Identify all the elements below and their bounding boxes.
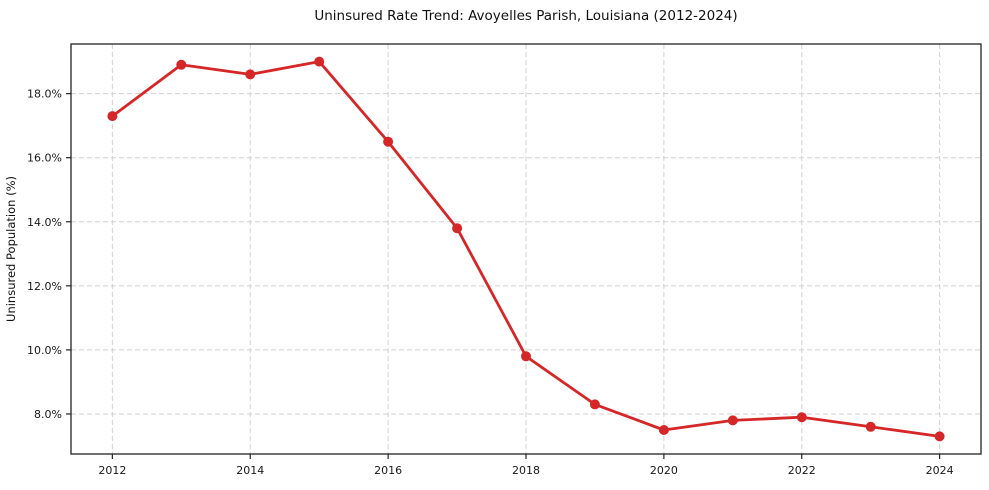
data-point-2012 xyxy=(107,111,118,122)
data-point-2019 xyxy=(589,399,600,410)
axes xyxy=(66,43,982,459)
data-point-2015 xyxy=(314,56,325,67)
x-tick-label-2020: 2020 xyxy=(650,464,678,477)
data-point-2014 xyxy=(245,69,256,80)
data-point-2020 xyxy=(658,425,669,435)
data-point-2022 xyxy=(796,412,807,423)
data-point-2018 xyxy=(521,351,531,362)
y-tick-label-14: 14.0% xyxy=(27,216,62,229)
x-tick-label-2014: 2014 xyxy=(236,464,264,477)
y-tick-label-18: 18.0% xyxy=(27,88,62,101)
data-point-2013 xyxy=(176,59,187,70)
data-point-2023 xyxy=(865,421,876,432)
x-tick-label-2024: 2024 xyxy=(926,464,954,477)
x-tick-label-2012: 2012 xyxy=(98,464,126,477)
data-point-2017 xyxy=(452,223,463,234)
y-axis-label: Uninsured Population (%) xyxy=(4,176,18,322)
tick-labels: 2012 2014 2016 2018 2020 2022 2024 8.0% 10.0% 12.… xyxy=(27,88,954,477)
data-point-2024 xyxy=(934,431,945,442)
chart-title: Uninsured Rate Trend: Avoyelles Parish, … xyxy=(314,8,737,24)
y-tick-label-8: 8.0% xyxy=(34,408,62,421)
data-point-2021 xyxy=(727,415,738,426)
x-tick-label-2016: 2016 xyxy=(374,464,402,477)
series-uninsured-rate xyxy=(107,56,945,442)
gridlines xyxy=(71,44,981,454)
y-tick-label-12: 12.0% xyxy=(27,280,62,293)
x-tick-label-2022: 2022 xyxy=(788,464,816,477)
y-tick-label-16: 16.0% xyxy=(27,152,62,165)
x-tick-label-2018: 2018 xyxy=(512,464,540,477)
data-point-2016 xyxy=(383,136,394,147)
y-tick-label-10: 10.0% xyxy=(27,344,62,357)
